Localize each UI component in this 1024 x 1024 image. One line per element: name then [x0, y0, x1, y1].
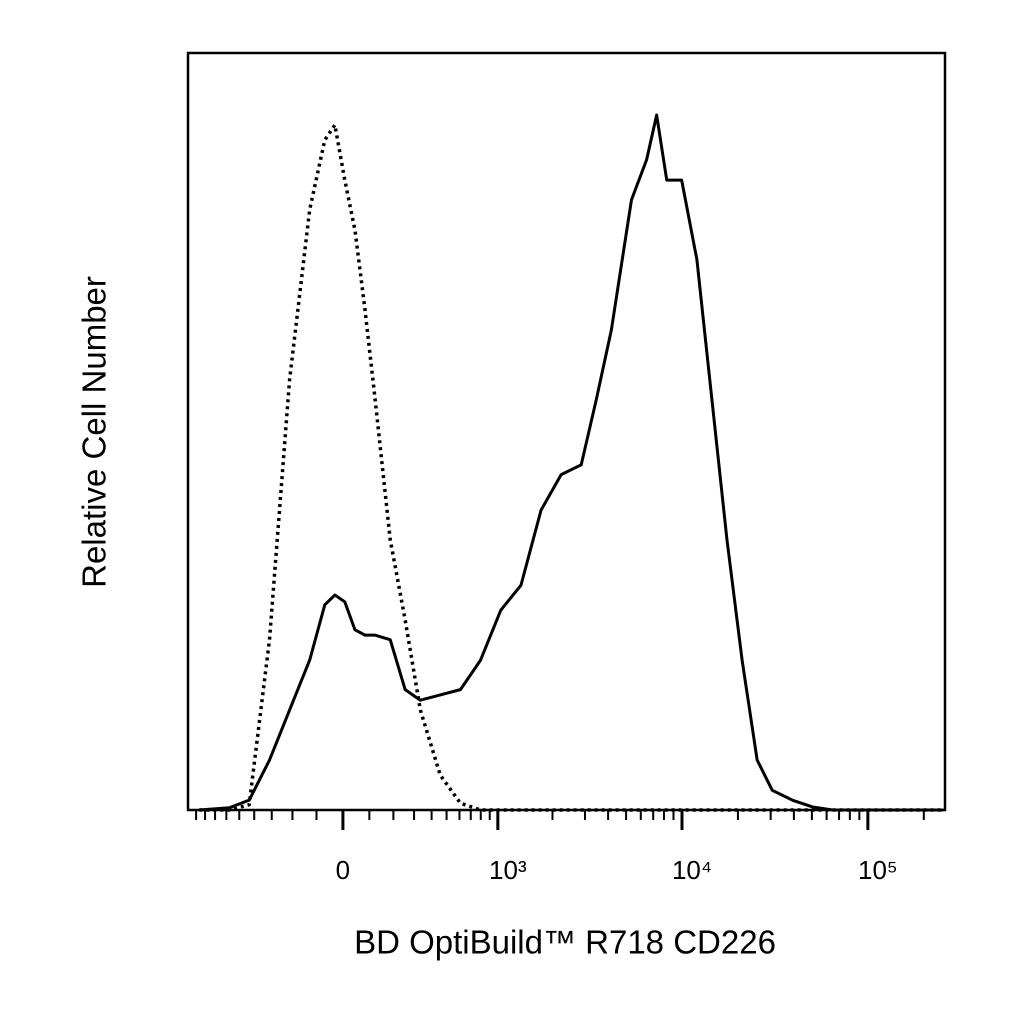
x-tick-label: 0 [336, 855, 350, 885]
x-axis-label: BD OptiBuild™ R718 CD226 [354, 924, 776, 961]
x-tick-label: 10⁴ [672, 855, 712, 885]
dotted-histogram [199, 123, 944, 812]
histogram [199, 113, 944, 812]
x-tick-label: 10⁵ [858, 855, 898, 885]
y-axis-label: Relative Cell Number [76, 276, 113, 588]
plot-frame [186, 51, 947, 812]
x-tick-label: 10³ [489, 855, 527, 885]
